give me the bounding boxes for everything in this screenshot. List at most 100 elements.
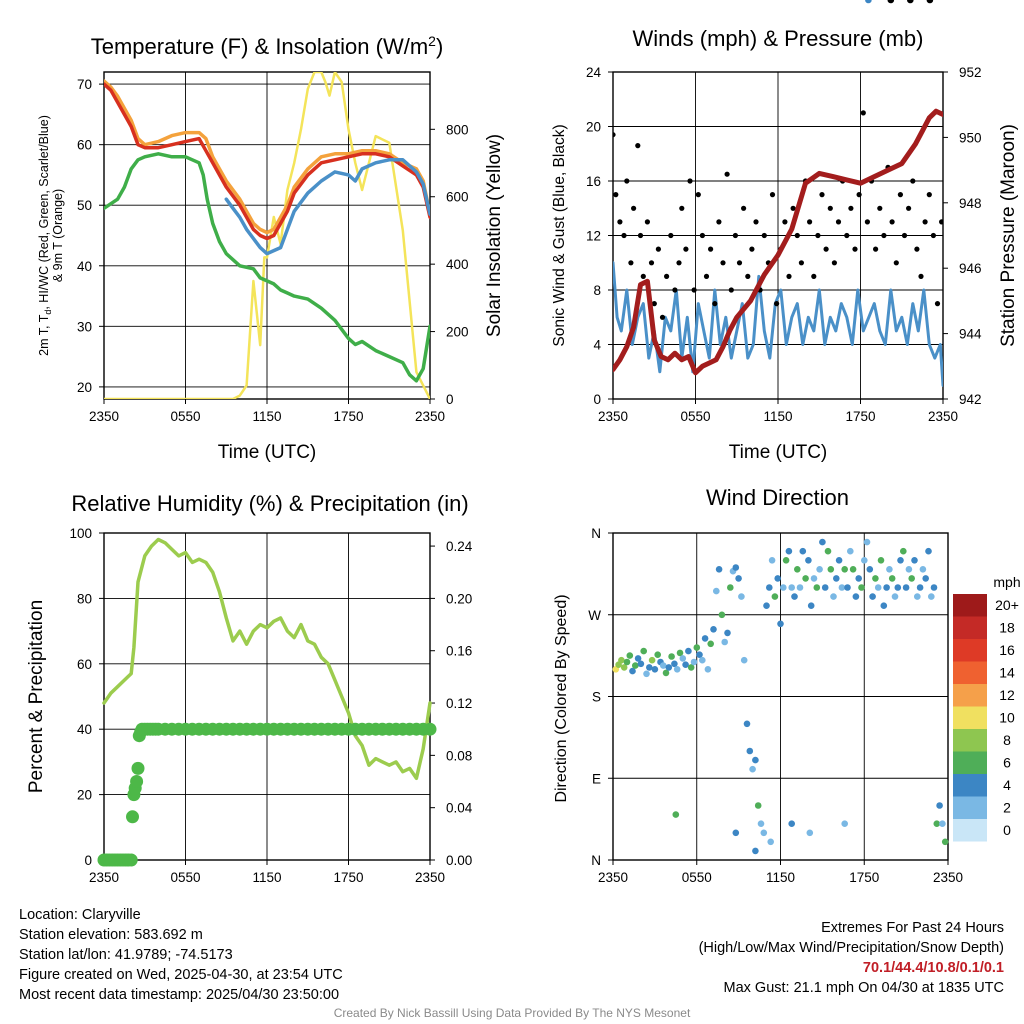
- direction-point: [886, 566, 893, 573]
- x-axis-label: Time (UTC): [218, 442, 317, 463]
- direction-point: [858, 584, 865, 591]
- y2-tick-label: 0.00: [446, 853, 472, 868]
- series-point-gust: [848, 205, 854, 211]
- y-tick-label: 20: [77, 788, 92, 803]
- series-point-gust: [624, 178, 630, 184]
- series-point-gust: [676, 260, 682, 266]
- extremes-legend: (High/Low/Max Wind/Precipitation/Snow De…: [698, 940, 1004, 956]
- series-point-gust: [617, 219, 623, 225]
- y2-tick-label: 952: [959, 65, 982, 80]
- y2-tick-label: 200: [446, 325, 469, 340]
- direction-point: [752, 756, 759, 764]
- direction-point: [713, 587, 720, 595]
- direction-point: [640, 647, 647, 655]
- series-point-gust: [860, 110, 866, 116]
- direction-point: [816, 566, 823, 573]
- direction-point: [707, 640, 714, 648]
- direction-point: [632, 662, 639, 669]
- y2-tick-label: 0.08: [446, 748, 472, 763]
- direction-point: [701, 635, 709, 642]
- y-tick-label: 50: [77, 198, 92, 213]
- direction-point: [774, 575, 781, 582]
- direction-point: [668, 653, 675, 660]
- direction-point: [760, 829, 768, 837]
- series-point-gust: [761, 232, 767, 239]
- x-tick-label: 2350: [415, 409, 445, 424]
- direction-point: [662, 669, 670, 677]
- x-tick-label: 2350: [415, 870, 445, 885]
- direction-point: [732, 829, 740, 837]
- y2-tick-label: 600: [446, 190, 469, 205]
- plot-frame: [103, 532, 431, 861]
- humidity-panel: 2350 0550 1150 1750 2350 0 20 40 60 80 100 0.00 0.04…: [26, 491, 473, 885]
- colorbar-swatch: [953, 594, 987, 617]
- y2-tick-label: 0.16: [446, 644, 472, 659]
- direction-point: [788, 820, 795, 827]
- series-point-gust: [644, 219, 651, 225]
- direction-point: [643, 670, 650, 678]
- series-point-gust: [794, 232, 800, 239]
- x-tick-label: 2350: [89, 409, 119, 424]
- colorbar-swatch: [953, 751, 987, 774]
- series-point-gust: [831, 260, 838, 266]
- series-point-gust: [637, 232, 644, 239]
- direction-point: [637, 660, 645, 668]
- y2-axis-label: Station Pressure (Maroon): [998, 124, 1019, 347]
- direction-point: [763, 602, 770, 609]
- direction-point: [916, 584, 924, 591]
- direction-point: [849, 566, 857, 573]
- y2-tick-label: 0.04: [446, 801, 473, 816]
- direction-point: [936, 802, 943, 809]
- direction-point: [841, 566, 848, 573]
- direction-point: [727, 584, 734, 591]
- series-point-gust: [631, 205, 637, 211]
- direction-point: [782, 557, 790, 564]
- colorbar-label: 6: [1003, 755, 1011, 771]
- series-point-precip: [126, 810, 139, 824]
- y-tick-label: 100: [69, 526, 92, 541]
- y-tick-label: 20: [77, 380, 92, 395]
- temperature-panel: 2350 0550 1150 1750 2350 20 30 40 50 60 70 0 200 400 6…: [37, 33, 505, 463]
- y2-tick-label: 0.12: [446, 696, 472, 711]
- series-point-gust: [807, 219, 813, 225]
- y-axis-label: Direction (Colored By Speed): [553, 594, 570, 802]
- direction-point: [746, 747, 754, 755]
- direction-point: [766, 584, 773, 591]
- direction-point: [791, 593, 798, 600]
- series-point-gust: [835, 219, 842, 225]
- plot-frame: [612, 532, 949, 861]
- y-tick-label: N: [591, 853, 601, 868]
- x-tick-label: 2350: [928, 409, 958, 424]
- winds-series: [613, 108, 943, 387]
- series-point-gust: [856, 192, 862, 198]
- direction-point: [802, 575, 809, 582]
- direction-point: [844, 584, 851, 591]
- direction-point: [830, 593, 837, 600]
- series-point-gust: [655, 246, 662, 252]
- y2-tick-label: 942: [959, 392, 982, 407]
- series-point-gust: [699, 232, 706, 239]
- plot-frame: [612, 71, 944, 400]
- series-point-gust: [664, 273, 670, 279]
- y-tick-label: 20: [586, 120, 601, 135]
- series-point-gust: [651, 301, 657, 307]
- series-point-gust: [741, 205, 747, 211]
- direction-point: [710, 626, 717, 633]
- direction-point: [687, 664, 695, 671]
- direction-point: [740, 656, 748, 664]
- direction-point: [847, 547, 854, 555]
- series-point-gust: [914, 246, 920, 252]
- x-tick-label: 1750: [849, 870, 879, 885]
- direction-point: [752, 847, 759, 855]
- direction-point: [696, 651, 703, 658]
- series-line-rh: [102, 537, 432, 781]
- direction-point: [930, 584, 938, 591]
- extremes-values: 70.1/44.4/10.8/0.1/0.1: [862, 960, 1004, 976]
- direction-point: [735, 575, 742, 582]
- series-point-gust: [934, 301, 941, 307]
- direction-point: [796, 584, 804, 591]
- x-tick-label: 2350: [933, 870, 963, 885]
- direction-point: [872, 575, 879, 582]
- series-point-gust: [613, 192, 619, 198]
- y2-axis-label: Solar Insolation (Yellow): [484, 134, 505, 337]
